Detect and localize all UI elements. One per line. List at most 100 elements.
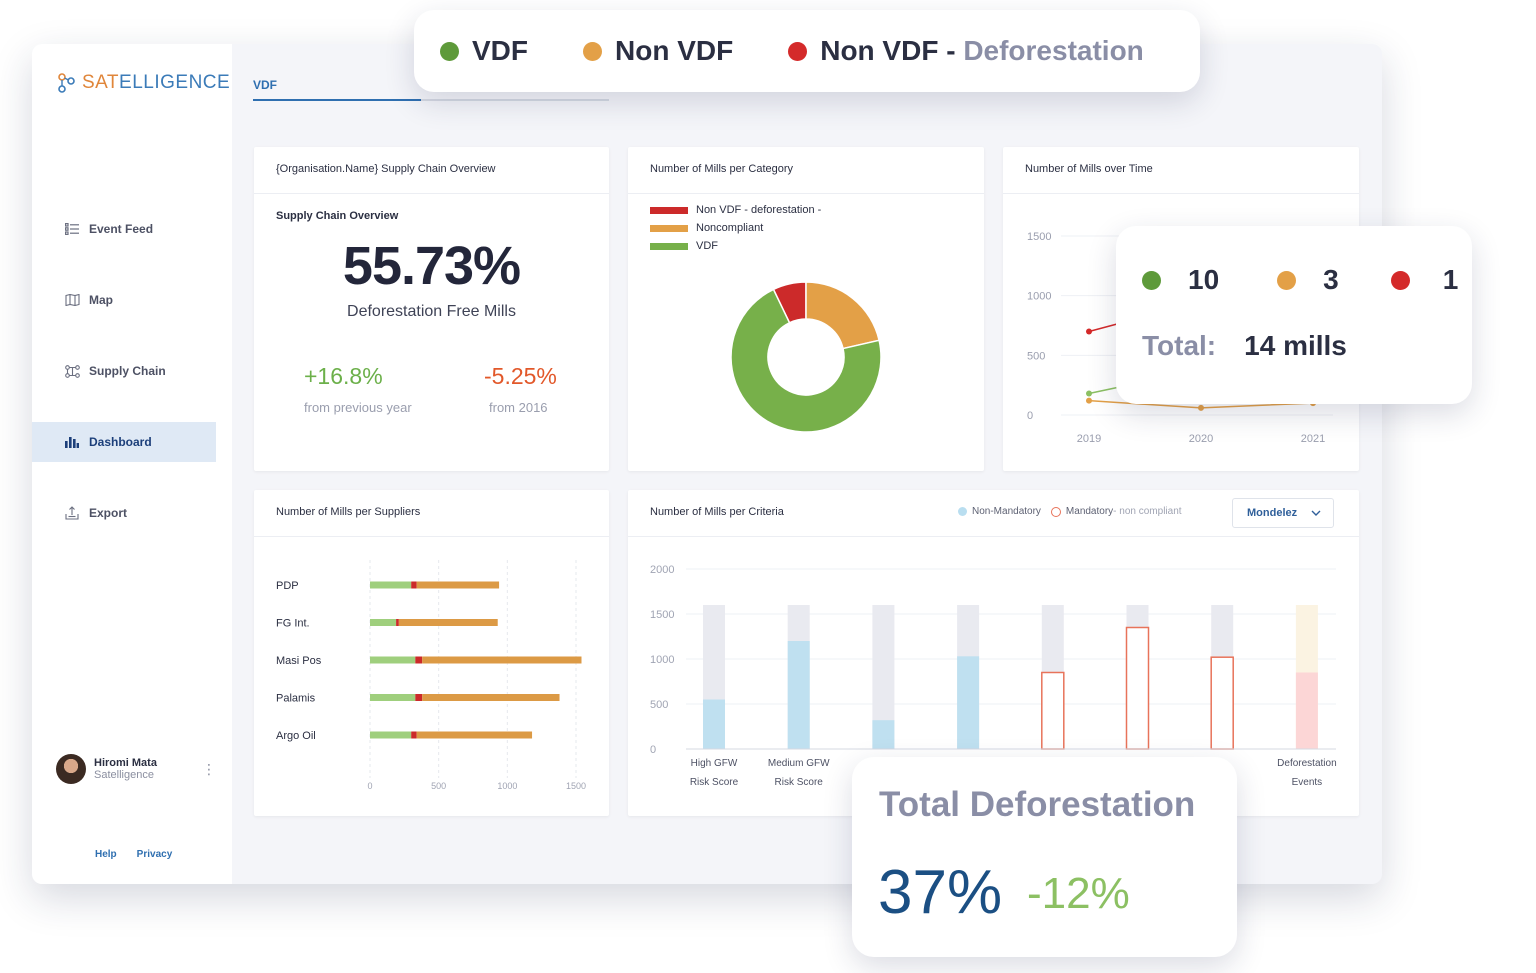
- suppliers-card-title: Number of Mills per Suppliers: [276, 506, 421, 518]
- chevron-down-icon: [1311, 510, 1321, 516]
- overview-card: {Organisation.Name} Supply Chain Overvie…: [254, 147, 609, 471]
- sidebar-item-event-feed[interactable]: Event Feed: [32, 209, 216, 249]
- vdf-count: 10: [1188, 264, 1220, 295]
- legend-swatch-orange: [650, 224, 688, 232]
- legend-label: Noncompliant: [696, 222, 764, 234]
- y-tick-label: 1000: [1027, 291, 1051, 303]
- category-card: Number of Mills per Category Non VDF - d…: [628, 147, 984, 471]
- bar-segment: [370, 694, 416, 701]
- bar-segment: [411, 581, 417, 589]
- data-point: [1086, 397, 1092, 404]
- overview-card-title: {Organisation.Name} Supply Chain Overvie…: [276, 163, 496, 175]
- totals-overlay: 10 3 1 Total: 14 mills: [1116, 226, 1472, 404]
- supplier-label: Palamis: [276, 693, 316, 705]
- user-org: Satelligence: [94, 769, 154, 781]
- deforestation-count: 1: [1442, 264, 1459, 295]
- sidebar-item-label: Supply Chain: [89, 364, 166, 378]
- brand-logo[interactable]: SATELLIGENCE: [56, 72, 230, 94]
- bar-segment: [422, 694, 560, 701]
- non-mandatory-dot: [958, 507, 967, 516]
- criteria-bar: [1041, 671, 1065, 750]
- bar-segment: [370, 656, 416, 664]
- help-link[interactable]: Help: [95, 849, 117, 860]
- sidebar-item-label: Export: [89, 506, 128, 520]
- app-window: SATELLIGENCE Event Feed Map Supply Chain…: [32, 44, 1382, 884]
- legend-item: Non VDF - deforestation -: [650, 201, 821, 219]
- sidebar-item-supply-chain[interactable]: Supply Chain: [32, 351, 216, 391]
- x-tick-label: 2021: [1301, 433, 1325, 445]
- user-name: Hiromi Mata: [94, 757, 157, 769]
- bar-segment: [416, 581, 500, 589]
- deforestation-free-label: Deforestation Free Mills: [347, 303, 516, 320]
- dropdown-value: Mondelez: [1247, 507, 1298, 519]
- bar-segment: [370, 581, 412, 589]
- total-deforestation-value: 37%: [878, 858, 1003, 927]
- x-tick-label: 2020: [1189, 433, 1213, 445]
- x-tick-label: 1500: [566, 781, 586, 791]
- bar-segment: [396, 619, 399, 626]
- stat-change-2016-label: from 2016: [489, 400, 548, 415]
- legend-label: Non VDF - deforestation -: [696, 204, 822, 216]
- footer-links: Help Privacy: [95, 849, 172, 860]
- tab-vdf[interactable]: VDF: [253, 78, 277, 92]
- network-icon: [64, 364, 80, 378]
- criteria-bar: [1295, 672, 1318, 749]
- y-tick-label: 1000: [650, 654, 674, 666]
- x-tick-label: Medium GFW: [768, 758, 830, 769]
- x-tick-label: Deforestation: [1277, 758, 1336, 769]
- privacy-link[interactable]: Privacy: [136, 849, 173, 860]
- map-icon: [64, 293, 80, 307]
- legend-mandatory-suffix: - non compliant: [1113, 506, 1182, 517]
- logo-text-sat: SAT: [82, 72, 120, 93]
- x-tick-label: 0: [367, 781, 372, 791]
- deforestation-dot: [788, 41, 808, 61]
- sidebar-item-dashboard[interactable]: Dashboard: [32, 422, 216, 462]
- legend-non-mandatory: Non-Mandatory: [972, 506, 1041, 517]
- mills-per-supplier-chart: 0 500 1000 1500 PDP FG Int. Masi Pos Palamis Arg…: [276, 560, 586, 791]
- x-tick-label: 2019: [1077, 433, 1101, 445]
- bar-segment: [422, 656, 582, 664]
- export-icon: [64, 506, 80, 520]
- user-profile[interactable]: Hiromi Mata Satelligence ⋮: [56, 754, 216, 784]
- kebab-menu-icon[interactable]: ⋮: [202, 760, 216, 777]
- total-value: 14 mills: [1244, 330, 1347, 361]
- list-icon: [64, 222, 80, 236]
- overview-subtitle: Supply Chain Overview: [276, 210, 399, 222]
- supplier-dropdown[interactable]: Mondelez: [1232, 498, 1334, 528]
- criteria-bar: [703, 699, 725, 749]
- criteria-bar: [1210, 656, 1234, 750]
- legend-swatch-red: [650, 206, 688, 214]
- data-point: [1086, 328, 1092, 335]
- criteria-card-title: Number of Mills per Criteria: [650, 506, 784, 518]
- supplier-label: FG Int.: [276, 618, 310, 630]
- bar-segment: [415, 656, 423, 664]
- y-tick-label: 500: [650, 699, 668, 711]
- criteria-legend: Non-Mandatory Mandatory - non compliant: [958, 506, 1182, 517]
- x-tick-label: High GFW: [691, 758, 738, 769]
- data-point: [1198, 404, 1204, 411]
- legend-non-vdf: Non VDF: [615, 35, 734, 66]
- avatar: [56, 754, 86, 784]
- total-label: Total:: [1142, 330, 1217, 361]
- sidebar-item-map[interactable]: Map: [32, 280, 216, 320]
- sidebar-item-label: Dashboard: [89, 435, 152, 449]
- legend-item: Noncompliant: [650, 219, 821, 237]
- category-legend: Non VDF - deforestation - Noncompliant V…: [650, 201, 821, 255]
- supplier-label: Argo Oil: [276, 730, 316, 742]
- legend-swatch-green: [650, 242, 688, 250]
- non-vdf-dot: [583, 41, 602, 61]
- mills-per-criteria-chart: 2000 1500 1000 500 0 High GFW Risk Score Medium…: [650, 564, 1337, 788]
- x-tick-label: Events: [1292, 777, 1323, 788]
- donut-slice: [730, 288, 882, 433]
- criteria-bar: [1125, 626, 1150, 750]
- bar-segment: [411, 731, 417, 739]
- sidebar-item-label: Map: [89, 293, 113, 307]
- data-point: [1086, 390, 1092, 397]
- deforestation-count-dot: [1390, 270, 1410, 290]
- bar-segment: [415, 694, 423, 701]
- time-card-title: Number of Mills over Time: [1025, 163, 1153, 175]
- bar-segment: [416, 731, 533, 739]
- sidebar-item-export[interactable]: Export: [32, 493, 216, 533]
- bar-segment: [398, 619, 498, 626]
- donut-slice: [805, 281, 881, 350]
